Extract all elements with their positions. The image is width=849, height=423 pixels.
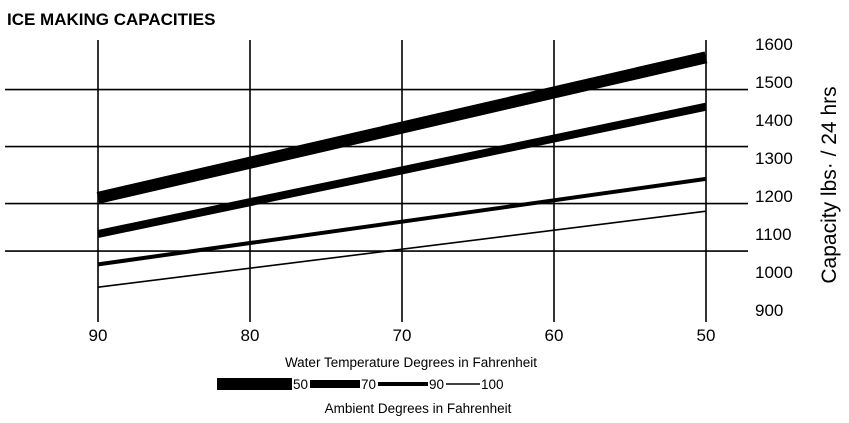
y-tick-900: 900: [755, 301, 783, 320]
grid-lines: [5, 40, 748, 322]
x-tick-labels: 90 80 70 60 50: [89, 326, 716, 345]
x-tick-90: 90: [89, 326, 108, 345]
legend-label-70: 70: [361, 377, 376, 392]
x-tick-50: 50: [697, 326, 716, 345]
legend-label-100: 100: [481, 377, 504, 392]
series-line-50: [96, 51, 708, 204]
legend-title: Ambient Degrees in Fahrenheit: [325, 401, 512, 416]
y-tick-1400: 1400: [755, 111, 793, 130]
x-tick-70: 70: [393, 326, 412, 345]
y-tick-1300: 1300: [755, 149, 793, 168]
series-lines: [96, 51, 708, 288]
x-tick-60: 60: [545, 326, 564, 345]
series-line-70: [97, 102, 707, 238]
legend: 50 70 90 100: [217, 377, 504, 392]
y-tick-1100: 1100: [755, 225, 792, 244]
y-axis-label: Capacity lbs· / 24 hrs: [818, 86, 841, 283]
x-axis-label: Water Temperature Degrees in Fahrenheit: [285, 355, 537, 370]
series-line-100: [97, 210, 707, 288]
chart-title: ICE MAKING CAPACITIES: [7, 10, 215, 29]
legend-label-50: 50: [293, 377, 308, 392]
y-tick-1600: 1600: [755, 35, 793, 54]
y-tick-1200: 1200: [755, 187, 793, 206]
y-tick-1500: 1500: [755, 73, 793, 92]
y-tick-labels: 900 1000 1100 1200 1300 1400 1500 1600: [755, 35, 793, 320]
legend-label-90: 90: [429, 377, 444, 392]
series-line-90: [97, 176, 707, 267]
x-tick-80: 80: [241, 326, 260, 345]
y-tick-1000: 1000: [755, 263, 793, 282]
